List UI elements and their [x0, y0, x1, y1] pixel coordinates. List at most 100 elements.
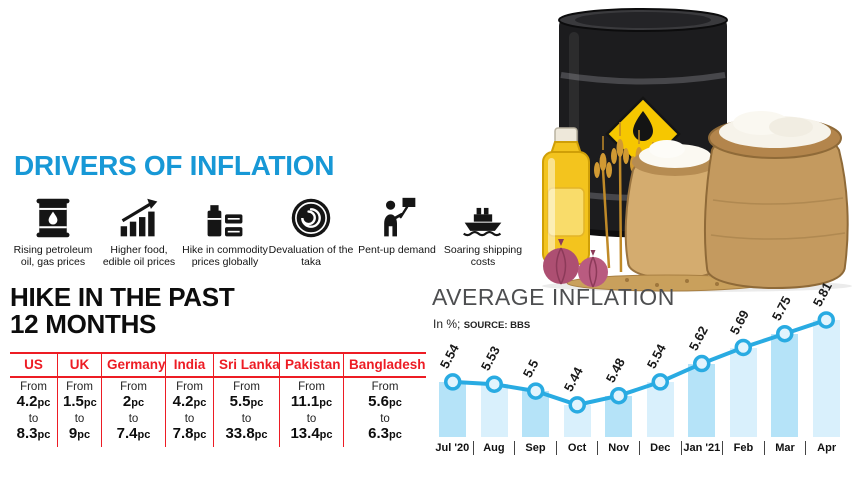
unit-note: In %; [433, 317, 464, 331]
from-label: From [120, 381, 147, 393]
inflation-bar [812, 319, 840, 437]
from-label: From [176, 381, 203, 393]
unit: pc [37, 429, 51, 441]
unit: pc [389, 429, 402, 441]
hike-title-line2: 12 MONTHS [10, 309, 157, 340]
to-value: 7.8pc [172, 425, 207, 442]
driver-item: Rising petroleum oil, gas prices [10, 196, 96, 269]
from-label: From [371, 381, 399, 393]
to-label: to [184, 413, 195, 425]
inflation-trend-line [444, 311, 835, 414]
to-label: to [128, 413, 139, 425]
driver-label: Devaluation of the taka [268, 244, 354, 269]
driver-label: Soaring shipping costs [443, 244, 523, 269]
from-value: 4.2pc [16, 393, 51, 410]
average-inflation-chart: 5.54 5.53 5.5 5.44 5.48 5.54 5.62 5.69 5.75 5.81 [432, 280, 847, 437]
country-column: US From 4.2pc to 8.3pc [10, 354, 58, 447]
x-axis-label: Jul '20 [435, 442, 470, 454]
unit: pc [319, 397, 333, 409]
commodities-illustration [542, 8, 852, 292]
rising-bars-icon [116, 196, 162, 240]
to-label: to [306, 413, 317, 425]
chart-subtitle: In %; SOURCE: BBS [433, 317, 530, 331]
x-axis-label: Sep [514, 441, 556, 455]
unit: pc [131, 397, 145, 409]
unit: pc [319, 429, 333, 441]
country-name: UK [58, 354, 101, 378]
unit: pc [37, 397, 51, 409]
data-point-marker [568, 396, 586, 414]
driver-item: Hike in commodity prices globally [182, 196, 268, 269]
from-label: From [233, 381, 260, 393]
inflation-bar [480, 384, 508, 437]
country-column: Sri Lanka From 5.5pc to 33.8pc [214, 354, 280, 447]
country-name: India [166, 354, 213, 378]
taka-coin-icon [289, 196, 333, 240]
onions-graphic [543, 239, 608, 288]
inflation-hike-table: US From 4.2pc to 8.3pc UK From 1.5pc to … [10, 352, 426, 447]
pent-up-demand-icon [374, 196, 420, 240]
country-column: Bangladesh From 5.6pc to 6.3pc [344, 354, 426, 447]
data-point-marker [776, 324, 794, 343]
driver-item: Devaluation of the taka [268, 196, 354, 269]
x-axis-label: Jan '21 [680, 441, 723, 455]
to-label: to [241, 413, 252, 425]
from-label: From [20, 381, 47, 393]
x-axis-label: Nov [597, 441, 639, 455]
to-label: to [380, 413, 390, 425]
inflation-bar [688, 363, 716, 437]
hike-title-line1: HIKE IN THE PAST [10, 282, 235, 312]
source-note: SOURCE: BBS [463, 320, 531, 331]
from-value: 5.5pc [229, 393, 264, 410]
to-value: 9pc [68, 425, 91, 442]
data-point-marker [444, 373, 462, 391]
to-label: to [28, 413, 39, 425]
to-value: 6.3pc [368, 425, 402, 442]
from-value: 1.5pc [63, 393, 97, 410]
unit: pc [83, 397, 97, 409]
drivers-icon-row: Rising petroleum oil, gas prices Higher … [10, 196, 526, 269]
from-value: 5.6pc [368, 393, 402, 410]
country-name: US [10, 354, 57, 378]
x-axis-label: Oct [555, 441, 598, 455]
data-point-marker [693, 354, 711, 373]
x-axis-label: Mar [763, 441, 806, 455]
driver-label: Rising petroleum oil, gas prices [13, 244, 93, 269]
inflation-bar [771, 333, 799, 437]
rice-sack-graphic [703, 111, 849, 290]
country-name: Sri Lanka [214, 354, 280, 378]
flour-sack-graphic [624, 140, 724, 281]
average-inflation-title: AVERAGE INFLATION [432, 284, 675, 310]
to-value: 13.4pc [290, 425, 333, 442]
inflation-bar [646, 381, 674, 437]
unit: pc [254, 429, 268, 441]
x-axis-label: Aug [472, 441, 515, 455]
oil-bottle-graphic [542, 127, 590, 265]
from-label: From [66, 381, 93, 393]
data-point-marker [485, 375, 503, 393]
country-name: Germany [102, 354, 166, 378]
unit: pc [389, 397, 402, 409]
data-point-marker [734, 338, 752, 357]
hike-title: HIKE IN THE PAST 12 MONTHS [10, 282, 235, 340]
data-point-marker [817, 311, 835, 329]
x-axis: Jul '20 Aug Sep Oct Nov Dec Jan '21 Feb Mar Apr [432, 441, 847, 455]
driver-item: Higher food, edible oil prices [96, 196, 182, 269]
country-column: Germany From 2pc to 7.4pc [102, 354, 166, 447]
driver-label: Pent-up demand [358, 244, 436, 256]
unit: pc [137, 429, 151, 441]
unit: pc [250, 397, 264, 409]
driver-label: Higher food, edible oil prices [102, 244, 176, 269]
to-value: 7.4pc [116, 425, 151, 442]
unit: pc [193, 429, 207, 441]
country-name: Pakistan [280, 354, 343, 378]
unit: pc [193, 397, 207, 409]
country-column: UK From 1.5pc to 9pc [58, 354, 102, 447]
drivers-title: DRIVERS OF INFLATION [14, 150, 335, 181]
from-value: 4.2pc [172, 393, 207, 410]
country-column: Pakistan From 11.1pc to 13.4pc [280, 354, 344, 447]
unit: pc [77, 429, 91, 441]
x-axis-label: Apr [805, 441, 847, 455]
to-value: 33.8pc [225, 425, 268, 442]
